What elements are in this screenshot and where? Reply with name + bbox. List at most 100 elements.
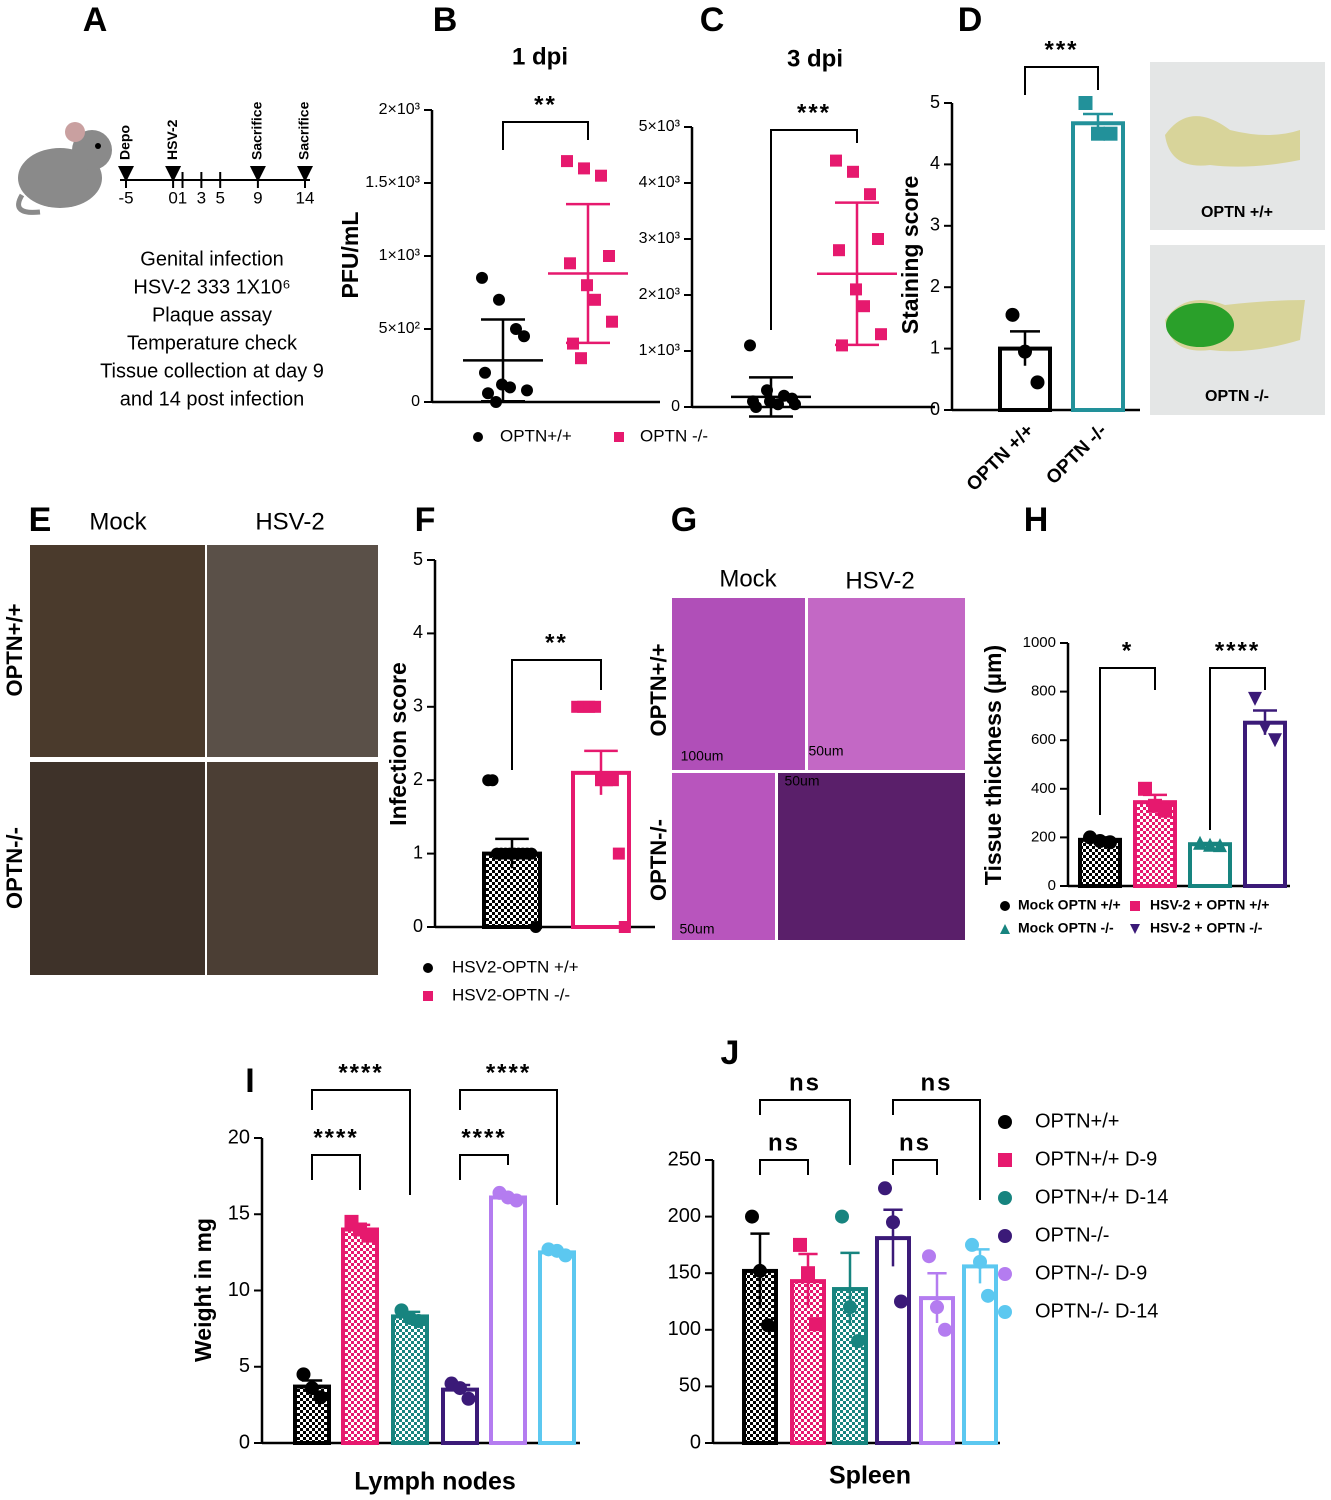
panel-label: E xyxy=(29,501,52,539)
chart-title: 3 dpi xyxy=(787,45,843,72)
timeline-day: 0 xyxy=(168,188,177,207)
error-bar xyxy=(798,1252,818,1309)
y-tick-label: 4×10³ xyxy=(639,174,681,191)
data-point xyxy=(875,328,887,341)
data-point xyxy=(589,293,601,306)
y-axis-label: Tissue thickness (µm) xyxy=(980,645,1006,885)
data-point xyxy=(618,921,631,933)
data-point xyxy=(486,774,499,787)
data-point xyxy=(843,1300,857,1315)
y-tick-label: 0 xyxy=(1048,877,1056,894)
data-point xyxy=(296,1367,311,1382)
data-point xyxy=(361,1228,376,1243)
data-point xyxy=(761,1318,775,1333)
y-tick-label: 0 xyxy=(413,916,423,936)
y-tick-label: 1000 xyxy=(1023,634,1056,651)
legend-marker xyxy=(998,1305,1012,1319)
panel-label: H xyxy=(1024,501,1049,539)
scale-bar-label: 100um xyxy=(681,748,724,764)
significance-label: *** xyxy=(797,99,831,126)
significance-label: *** xyxy=(1044,36,1078,63)
data-point xyxy=(612,847,625,860)
legend-label: OPTN+/+ D-14 xyxy=(1035,1186,1168,1208)
legend-label: OPTN-/- D-14 xyxy=(1035,1300,1158,1322)
data-point xyxy=(847,165,859,178)
y-tick-label: 150 xyxy=(668,1261,701,1283)
y-tick-label: 1×10³ xyxy=(639,342,681,359)
column-label: Mock xyxy=(719,565,777,592)
data-point xyxy=(525,847,538,860)
data-point xyxy=(411,1314,426,1328)
significance-bracket xyxy=(770,129,858,330)
y-tick-label: 50 xyxy=(679,1375,701,1397)
column-label: Mock xyxy=(89,508,147,535)
protocol-note: and 14 post infection xyxy=(120,388,305,410)
data-point xyxy=(858,300,870,313)
data-point xyxy=(835,1209,849,1224)
x-axis-label: Spleen xyxy=(829,1462,911,1490)
y-tick-label: 0 xyxy=(671,398,680,415)
data-point xyxy=(1213,838,1227,853)
data-point xyxy=(313,1390,328,1405)
data-point xyxy=(558,1248,573,1263)
timeline-day: 9 xyxy=(253,188,262,207)
y-tick-label: 1.5×10³ xyxy=(365,174,420,191)
data-point xyxy=(482,387,494,400)
significance-bracket xyxy=(892,1159,938,1175)
panel-label: C xyxy=(700,1,725,39)
timeline-marker xyxy=(165,166,182,182)
significance-label: ns xyxy=(768,1129,800,1156)
y-tick-label: 0 xyxy=(411,393,420,410)
y-tick-label: 10 xyxy=(228,1279,250,1301)
bar xyxy=(391,1314,429,1446)
photo xyxy=(30,762,205,975)
legend-label: HSV2-OPTN +/+ xyxy=(452,957,579,976)
significance-bracket xyxy=(892,1099,981,1200)
data-point xyxy=(518,330,530,343)
panel-label: G xyxy=(671,501,697,539)
y-tick-label: 250 xyxy=(668,1148,701,1170)
y-axis-label: Weight in mg xyxy=(190,1218,216,1362)
y-axis-label: Staining score xyxy=(897,176,923,334)
photo-label: OPTN +/+ xyxy=(1201,204,1273,221)
timeline-event: HSV-2 xyxy=(164,119,180,160)
panel-label: J xyxy=(721,1034,740,1072)
protocol-note: Tissue collection at day 9 xyxy=(100,360,324,382)
y-tick-label: 600 xyxy=(1031,731,1056,748)
data-point xyxy=(830,154,842,167)
data-point xyxy=(772,398,784,411)
data-point xyxy=(578,162,590,175)
legend-label: OPTN -/- xyxy=(640,426,708,445)
x-tick-label: OPTN +/+ xyxy=(963,420,1038,495)
significance-bracket xyxy=(1024,66,1099,95)
data-point xyxy=(575,352,587,365)
timeline-event: Depo xyxy=(117,125,133,160)
scale-bar-label: 50um xyxy=(784,773,819,789)
data-point xyxy=(1193,835,1207,850)
significance-label: **** xyxy=(486,1059,531,1086)
photo xyxy=(30,545,205,757)
significance-bracket xyxy=(311,1089,411,1195)
protocol-note: Plaque assay xyxy=(152,304,272,326)
significance-label: * xyxy=(1122,637,1133,664)
photo xyxy=(672,598,805,770)
legend-label: Mock OPTN -/- xyxy=(1018,920,1114,936)
y-tick-label: 0 xyxy=(239,1431,250,1453)
photo xyxy=(778,773,965,940)
legend-marker xyxy=(1130,901,1140,911)
data-point xyxy=(1138,781,1152,796)
timeline-event: Sacrifice xyxy=(296,101,312,160)
y-tick-label: 4 xyxy=(930,153,940,173)
photo xyxy=(207,545,378,757)
data-point xyxy=(745,1209,759,1224)
data-point xyxy=(1005,307,1020,322)
data-point xyxy=(564,257,576,270)
data-point xyxy=(965,1237,979,1252)
y-tick-label: 15 xyxy=(228,1203,250,1225)
bar xyxy=(489,1195,527,1445)
sd-bar xyxy=(835,201,879,347)
timeline-marker xyxy=(297,166,313,182)
data-point xyxy=(606,774,619,787)
stain xyxy=(1166,303,1234,347)
